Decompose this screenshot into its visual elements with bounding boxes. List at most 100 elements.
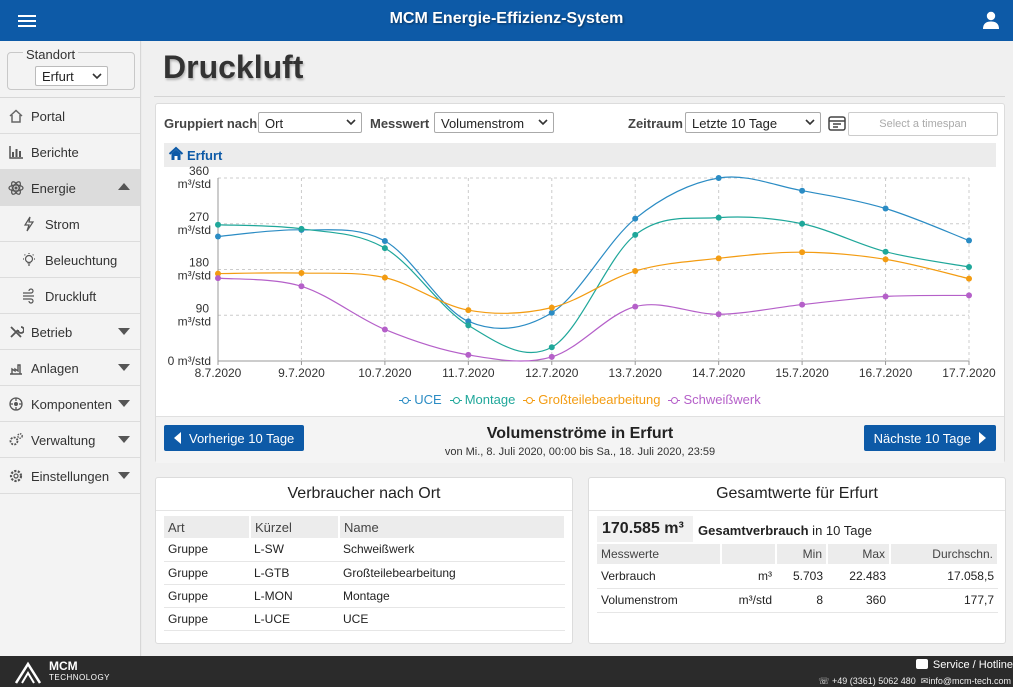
email-address[interactable]: info@mcm-tech.com bbox=[928, 676, 1011, 686]
chevron-down-icon bbox=[92, 73, 102, 80]
column-header bbox=[721, 544, 777, 564]
table-cell: Verbrauch bbox=[597, 564, 721, 589]
x-tick-label: 17.7.2020 bbox=[942, 366, 996, 380]
breadcrumb-location[interactable]: Erfurt bbox=[187, 148, 223, 163]
atom-icon bbox=[8, 181, 24, 195]
legend-marker bbox=[449, 396, 462, 406]
chevron-down-icon bbox=[118, 328, 130, 335]
sidebar-item-druckluft[interactable]: Druckluft bbox=[0, 278, 140, 314]
sidebar-item-label: Betrieb bbox=[31, 325, 73, 340]
period-select[interactable]: Letzte 10 Tage bbox=[685, 112, 821, 133]
sidebar-item-beleuchtung[interactable]: Beleuchtung bbox=[0, 242, 140, 278]
sidebar-item-portal[interactable]: Portal bbox=[0, 98, 140, 134]
sidebar-item-berichte[interactable]: Berichte bbox=[0, 134, 140, 170]
prev-period-button[interactable]: Vorherige 10 Tage bbox=[164, 425, 305, 451]
cogs-icon bbox=[9, 433, 23, 446]
legend-item[interactable]: Großteilebearbeitung bbox=[523, 392, 660, 407]
standort-value: Erfurt bbox=[42, 69, 74, 84]
chart-title: Volumenströme in Erfurt bbox=[486, 425, 674, 442]
group-value: Ort bbox=[265, 116, 284, 131]
legend-item[interactable]: UCE bbox=[399, 392, 442, 407]
next-period-label: Nächste 10 Tage bbox=[873, 431, 971, 446]
data-point bbox=[215, 275, 221, 282]
sidebar-item-label: Energie bbox=[31, 181, 76, 196]
legend-label: Montage bbox=[464, 392, 516, 407]
standort-select[interactable]: Erfurt bbox=[35, 66, 108, 86]
table-header-row: Messwerte Min Max Durchschn. bbox=[597, 544, 999, 564]
group-select[interactable]: Ort bbox=[258, 112, 362, 133]
caret-right-icon bbox=[979, 432, 986, 444]
sidebar-item-verwaltung[interactable]: Verwaltung bbox=[0, 422, 140, 458]
column-header[interactable]: Name bbox=[339, 516, 566, 538]
table-row[interactable]: Gruppe L-MON Montage bbox=[164, 584, 565, 608]
table-cell: Gruppe bbox=[164, 584, 250, 608]
data-point bbox=[298, 283, 305, 290]
wind-icon bbox=[23, 288, 34, 304]
legend-item[interactable]: Montage bbox=[449, 392, 516, 407]
data-point bbox=[215, 233, 221, 240]
sidebar-item-label: Verwaltung bbox=[31, 433, 96, 448]
sidebar-item-label: Portal bbox=[31, 109, 65, 124]
sidebar-item-label: Berichte bbox=[31, 145, 79, 160]
column-header[interactable]: Art bbox=[164, 516, 251, 538]
sidebar-item-strom[interactable]: Strom bbox=[0, 206, 140, 242]
service-hotline[interactable]: Service / Hotline bbox=[915, 659, 1013, 671]
table-cell: Großteilebearbeitung bbox=[339, 561, 565, 585]
home-icon bbox=[9, 109, 23, 123]
y-tick-label: 180 bbox=[189, 256, 209, 270]
calendar-icon[interactable] bbox=[828, 115, 846, 131]
column-header[interactable]: Kürzel bbox=[250, 516, 340, 538]
data-point bbox=[799, 301, 806, 308]
total-consumption-label: Gesamtverbrauch in 10 Tage bbox=[698, 523, 872, 538]
sidebar: Standort Erfurt Portal Berichte Energie … bbox=[0, 41, 141, 656]
table-cell: Montage bbox=[339, 584, 565, 608]
legend-label: Großteilebearbeitung bbox=[538, 392, 661, 407]
phone-number[interactable]: +49 (3361) 5062 480 bbox=[831, 676, 916, 686]
user-icon[interactable] bbox=[981, 10, 1001, 30]
next-period-button[interactable]: Nächste 10 Tage bbox=[863, 425, 996, 451]
sidebar-item-betrieb[interactable]: Betrieb bbox=[0, 314, 140, 350]
sidebar-item-anlagen[interactable]: Anlagen bbox=[0, 350, 140, 386]
card-divider bbox=[156, 510, 572, 511]
y-tick-unit: m³/std bbox=[178, 223, 211, 237]
main-content: Druckluft Gruppiert nach Ort Messwert Vo… bbox=[142, 41, 1013, 656]
table-row[interactable]: Gruppe L-SW Schweißwerk bbox=[164, 538, 565, 562]
table-row[interactable]: Gruppe L-GTB Großteilebearbeitung bbox=[164, 561, 565, 585]
sidebar-item-energie[interactable]: Energie bbox=[0, 170, 140, 206]
series-line bbox=[217, 176, 970, 329]
legend-item[interactable]: Schweißwerk bbox=[668, 392, 761, 407]
data-point bbox=[632, 268, 639, 275]
data-point bbox=[381, 245, 388, 252]
measure-value: Volumenstrom bbox=[441, 116, 525, 131]
y-tick-unit: m³/std bbox=[178, 314, 211, 328]
hamburger-icon[interactable] bbox=[16, 12, 38, 30]
home-icon[interactable] bbox=[168, 146, 184, 162]
measure-select[interactable]: Volumenstrom bbox=[434, 112, 554, 133]
table-cell: m³/std bbox=[721, 588, 776, 613]
table-cell: UCE bbox=[339, 607, 565, 631]
sidebar-item-label: Druckluft bbox=[45, 289, 97, 304]
table-cell: L-UCE bbox=[250, 607, 339, 631]
data-point bbox=[465, 307, 472, 314]
chevron-down-icon bbox=[805, 119, 815, 126]
verbraucher-table: Art Kürzel Name Gruppe L-SW Schweißwerk Gr… bbox=[164, 516, 566, 631]
table-row: Verbrauch m³ 5.703 22.483 17.058,5 bbox=[597, 564, 998, 589]
series-line bbox=[217, 216, 970, 353]
period-label: Zeitraum bbox=[628, 116, 683, 131]
chart-subtitle: von Mi., 8. Juli 2020, 00:00 bis Sa., 18… bbox=[444, 446, 716, 458]
data-point bbox=[715, 175, 722, 181]
verbraucher-card: Verbraucher nach Ort Art Kürzel Name Gru… bbox=[155, 477, 573, 644]
timespan-input[interactable]: Select a timespan bbox=[848, 112, 998, 136]
sidebar-item-label: Komponenten bbox=[31, 397, 112, 412]
series-line bbox=[217, 277, 970, 362]
card-divider bbox=[589, 510, 1005, 511]
sidebar-item-komponenten[interactable]: Komponenten bbox=[0, 386, 140, 422]
sidebar-item-einstellungen[interactable]: Einstellungen bbox=[0, 458, 140, 494]
table-cell: 177,7 bbox=[890, 588, 998, 613]
table-row[interactable]: Gruppe L-UCE UCE bbox=[164, 607, 565, 631]
data-point bbox=[799, 220, 806, 227]
mcm-logo-icon bbox=[14, 661, 42, 684]
data-point bbox=[715, 214, 722, 221]
chevron-down-icon bbox=[118, 364, 130, 371]
total-label-suffix: in 10 Tage bbox=[808, 523, 872, 538]
